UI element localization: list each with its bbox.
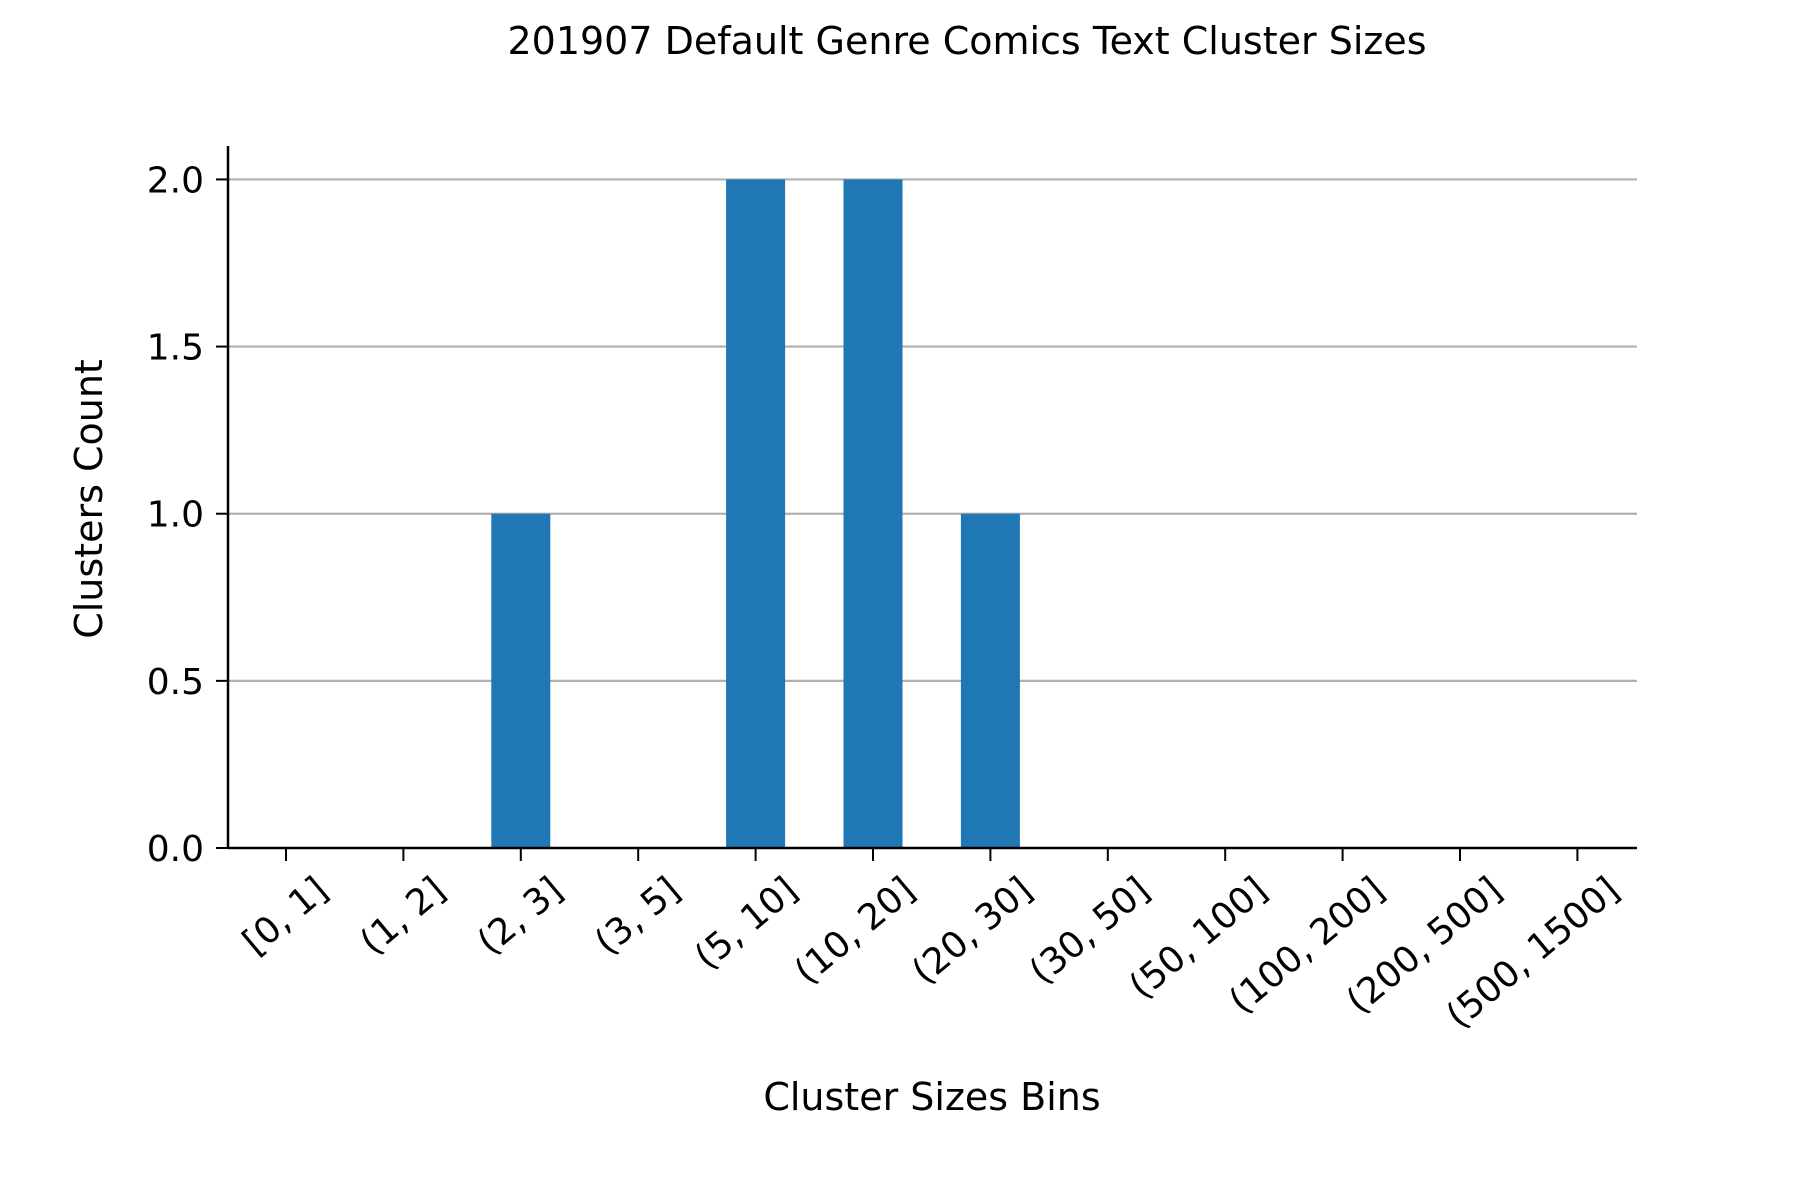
x-tick-label: (3, 5]	[587, 869, 688, 963]
y-tick-label: 0.0	[147, 829, 204, 870]
x-tick-label: (1, 2]	[353, 869, 454, 963]
bars	[491, 179, 1020, 848]
chart-title: 201907 Default Genre Comics Text Cluster…	[507, 19, 1426, 63]
bar	[726, 179, 786, 848]
x-tick-label: (10, 20]	[787, 869, 923, 992]
x-axis-label: Cluster Sizes Bins	[763, 1075, 1100, 1119]
axes	[216, 146, 1637, 861]
bar	[960, 513, 1020, 848]
bar	[491, 513, 551, 848]
y-tick-label: 1.5	[147, 328, 204, 369]
y-tick-label: 0.5	[147, 662, 204, 703]
y-tick-label: 2.0	[147, 160, 204, 201]
y-tick-label: 1.0	[147, 495, 204, 536]
y-tick-labels: 0.0 0.5 1.0 1.5 2.0	[147, 160, 204, 870]
x-tick-label: [0, 1]	[235, 869, 336, 963]
x-tick-label: (2, 3]	[470, 869, 571, 963]
bar	[843, 179, 903, 848]
y-axis-label: Clusters Count	[67, 359, 111, 639]
x-tick-label: (20, 30]	[905, 869, 1041, 992]
x-tick-labels: [0, 1] (1, 2] (2, 3] (3, 5] (5, 10](10, 20](…	[235, 869, 1627, 1036]
grid-lines	[228, 178, 1637, 682]
